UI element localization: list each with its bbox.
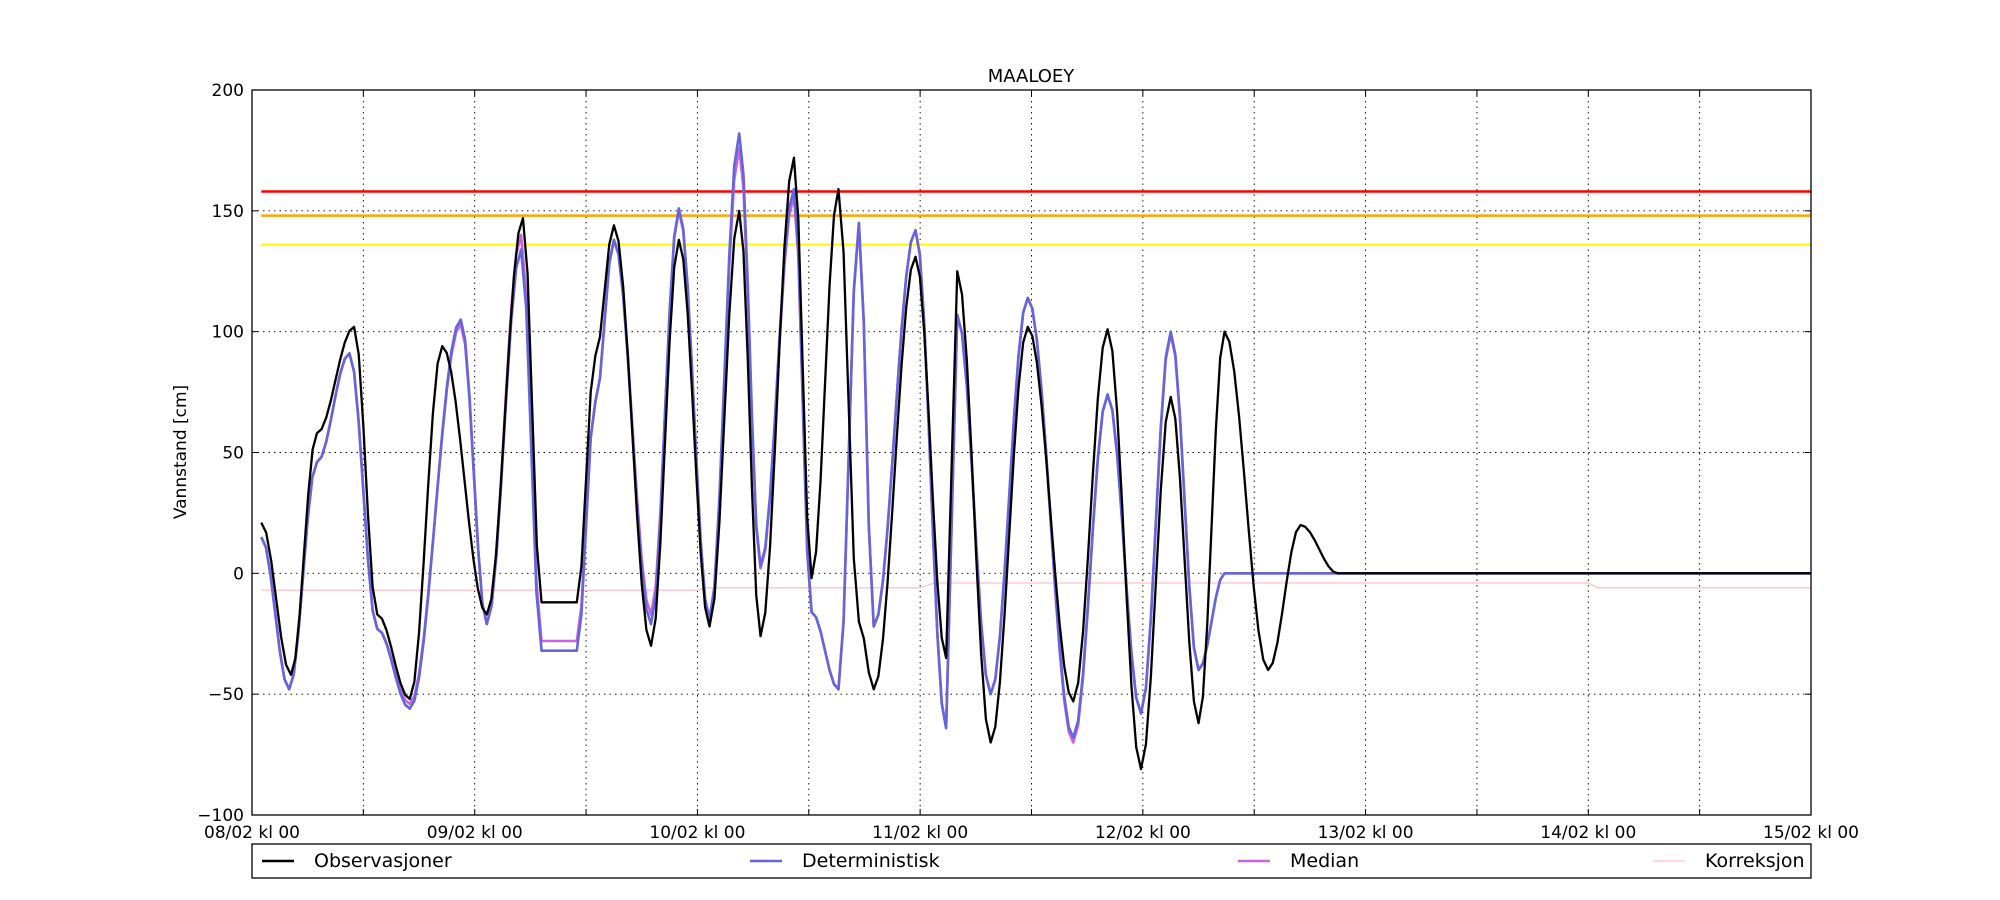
x-tick-label: 11/02 kl 00 bbox=[872, 823, 968, 843]
legend-label: Deterministisk bbox=[802, 850, 940, 872]
series-line-median bbox=[260, 146, 1811, 744]
threshold-lines bbox=[261, 190, 1811, 246]
series-line-observasjoner bbox=[260, 156, 1811, 771]
y-tick-label: 150 bbox=[212, 202, 244, 222]
y-tick-label: 200 bbox=[212, 81, 244, 101]
x-tick-label: 14/02 kl 00 bbox=[1540, 823, 1636, 843]
x-tick-label: 08/02 kl 00 bbox=[204, 823, 300, 843]
legend-label: Observasjoner bbox=[314, 850, 452, 872]
y-tick-label: −50 bbox=[208, 685, 244, 705]
x-axis: 08/02 kl 00 09/02 kl 00 10/02 kl 00 11/02 k… bbox=[204, 90, 1859, 843]
chart-title: MAALOEY bbox=[988, 66, 1076, 87]
x-tick-label: 12/02 kl 00 bbox=[1095, 823, 1191, 843]
legend-label: Korreksjon bbox=[1705, 850, 1805, 872]
y-tick-label: 0 bbox=[233, 564, 244, 584]
series-lines bbox=[260, 132, 1811, 771]
legend: Observasjoner Deterministisk Median Korreks… bbox=[251, 843, 1812, 879]
y-axis: −100 −50 0 50 100 150 200 bbox=[197, 81, 1811, 826]
y-axis-label: Vannstand [cm] bbox=[171, 385, 191, 519]
grid bbox=[252, 90, 1811, 815]
y-tick-label: −100 bbox=[197, 806, 244, 826]
x-tick-label: 09/02 kl 00 bbox=[427, 823, 523, 843]
x-tick-label: 15/02 kl 00 bbox=[1763, 823, 1859, 843]
legend-frame bbox=[251, 843, 1812, 879]
y-tick-label: 100 bbox=[212, 323, 244, 343]
y-tick-label: 50 bbox=[222, 444, 244, 464]
series-line-deterministisk bbox=[260, 132, 1811, 739]
x-tick-label: 10/02 kl 00 bbox=[649, 823, 745, 843]
x-tick-label: 13/02 kl 00 bbox=[1318, 823, 1414, 843]
series-line-korreksjon bbox=[261, 582, 1811, 591]
legend-label: Median bbox=[1290, 850, 1359, 872]
